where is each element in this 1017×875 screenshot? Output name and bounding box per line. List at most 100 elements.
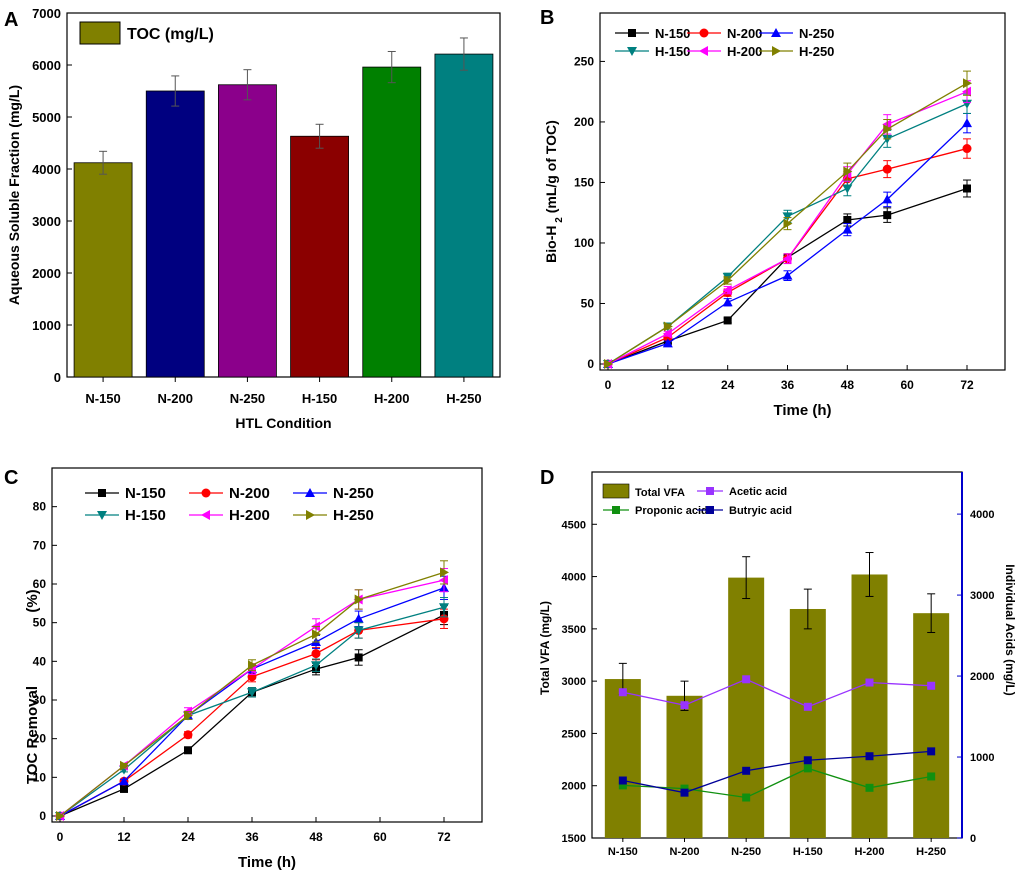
c-point-H-250 — [120, 760, 129, 771]
b-xtick-label: 12 — [661, 378, 675, 392]
c-point-N-150 — [354, 653, 363, 662]
b-y-axis-title: Bio-H 2 (mL/g of TOC) — [543, 120, 565, 263]
c-point-N-250 — [353, 613, 364, 623]
d-xtick-label: H-200 — [855, 846, 885, 858]
c-xtick-label: 0 — [57, 830, 64, 844]
b-point-H-250 — [604, 359, 613, 369]
d-legend-label-Acetic acid: Acetic acid — [729, 486, 787, 498]
b-x-axis-title: Time (h) — [773, 402, 831, 419]
c-legend-marker-H-200 — [201, 510, 210, 520]
a-ytick-label: 3000 — [32, 214, 61, 229]
b-point-H-250 — [723, 275, 733, 286]
d-bar-N-150 — [604, 679, 641, 838]
a-ytick-label: 2000 — [32, 266, 61, 281]
b-y-title-rest: (mL/g of TOC) — [543, 120, 559, 217]
b-y-title-main: Bio-H — [543, 225, 559, 262]
d-legend-label-Butryic acid: Butryic acid — [729, 505, 792, 517]
d-legend-swatch-total — [602, 483, 630, 499]
c-ytick-label: 30 — [33, 693, 47, 707]
a-bar-H-200 — [362, 66, 422, 378]
c-point-H-250 — [354, 594, 364, 605]
b-point-N-250 — [662, 338, 673, 348]
b-xtick-label: 72 — [960, 378, 974, 392]
b-legend-marker-N-200 — [699, 28, 709, 38]
a-xtick-label: H-150 — [302, 391, 337, 406]
b-legend-marker-N-150 — [628, 29, 636, 37]
c-ytick-label: 10 — [33, 770, 47, 784]
b-legend-marker-H-150 — [627, 47, 637, 56]
b-legend-label-N-150: N-150 — [655, 26, 690, 41]
b-point-H-250 — [663, 321, 673, 332]
d-bar-N-200 — [666, 695, 703, 838]
d-y-axis-title: Total VFA (mg/L) — [538, 601, 552, 695]
c-point-H-250 — [440, 567, 449, 578]
d-point-Butryic acid — [803, 756, 812, 765]
c-xtick-label: 72 — [437, 830, 451, 844]
b-legend-marker-H-250 — [772, 46, 781, 56]
c-point-H-250 — [248, 660, 257, 671]
b-legend-label-H-250: H-250 — [799, 44, 834, 59]
a-xtick-label: N-200 — [158, 391, 193, 406]
d-ytick-right-label: 0 — [970, 833, 976, 845]
b-legend-marker-H-200 — [699, 46, 708, 56]
a-xtick-label: N-150 — [85, 391, 120, 406]
b-point-H-200 — [662, 328, 672, 339]
b-point-H-200 — [722, 285, 732, 296]
b-point-N-150 — [963, 184, 971, 193]
c-point-N-200 — [183, 730, 193, 740]
d-ytick-right-label: 3000 — [970, 590, 994, 602]
d-point-Proponic acid — [865, 783, 874, 792]
c-line-N-200 — [59, 618, 445, 817]
a-plot-frame — [66, 12, 501, 378]
b-ytick-label: 50 — [581, 296, 595, 310]
d-ytick-label: 2500 — [562, 728, 586, 740]
a-ytick-label: 7000 — [32, 6, 61, 21]
c-legend-label-N-250: N-250 — [333, 485, 374, 502]
b-point-H-150 — [962, 99, 972, 109]
b-legend-label-N-250: N-250 — [799, 26, 834, 41]
a-ytick-label: 0 — [54, 370, 61, 385]
a-xtick-label: N-250 — [230, 391, 265, 406]
d-ytick-label: 1500 — [562, 833, 586, 845]
b-legend-label-H-200: H-200 — [727, 44, 762, 59]
c-point-H-150 — [439, 603, 449, 613]
d-point-Acetic acid — [927, 681, 936, 690]
d-ytick-label: 4500 — [562, 519, 586, 531]
b-point-N-250 — [882, 194, 893, 204]
b-point-H-150 — [782, 212, 793, 222]
b-point-N-200 — [962, 144, 972, 154]
d-point-Proponic acid — [618, 781, 627, 790]
a-bar-N-200 — [145, 90, 205, 378]
c-point-N-150 — [184, 746, 192, 755]
d-xtick-label: H-150 — [793, 846, 823, 858]
b-point-N-150 — [723, 316, 732, 325]
d-ytick-right-label: 1000 — [970, 752, 994, 764]
c-legend-marker-H-150 — [97, 511, 107, 520]
c-y-axis-unit: (%) — [24, 589, 41, 612]
b-line-N-250 — [607, 122, 968, 365]
b-line-H-150 — [607, 103, 968, 365]
b-plot-frame — [599, 12, 1006, 371]
d-point-Butryic acid — [742, 766, 751, 775]
panel-label-b: B — [540, 7, 554, 29]
a-ytick-label: 5000 — [32, 110, 61, 125]
b-point-N-250 — [842, 224, 853, 234]
c-xtick-label: 36 — [245, 830, 259, 844]
b-ytick-label: 200 — [574, 115, 594, 129]
d-xtick-label: H-250 — [916, 846, 946, 858]
c-y-axis-title: TOC Removal — [24, 686, 41, 784]
c-xtick-label: 24 — [181, 830, 195, 844]
d-bar-H-200 — [851, 574, 888, 838]
d-point-Proponic acid — [680, 784, 689, 793]
d-xtick-label: N-200 — [670, 846, 700, 858]
a-xtick-label: H-200 — [374, 391, 409, 406]
b-xtick-label: 48 — [841, 378, 855, 392]
c-ytick-label: 40 — [33, 654, 47, 668]
c-ytick-label: 20 — [33, 732, 47, 746]
d-point-Butryic acid — [618, 776, 627, 785]
b-legend-label-H-150: H-150 — [655, 44, 690, 59]
panel-b-chart: 0 12 24 36 48 60 72 0 50 100 150 200 250 N-150 N-200 N-… — [543, 12, 1006, 419]
d-ytick-label: 4000 — [562, 572, 586, 584]
d-legend-label-total: Total VFA — [635, 487, 685, 499]
